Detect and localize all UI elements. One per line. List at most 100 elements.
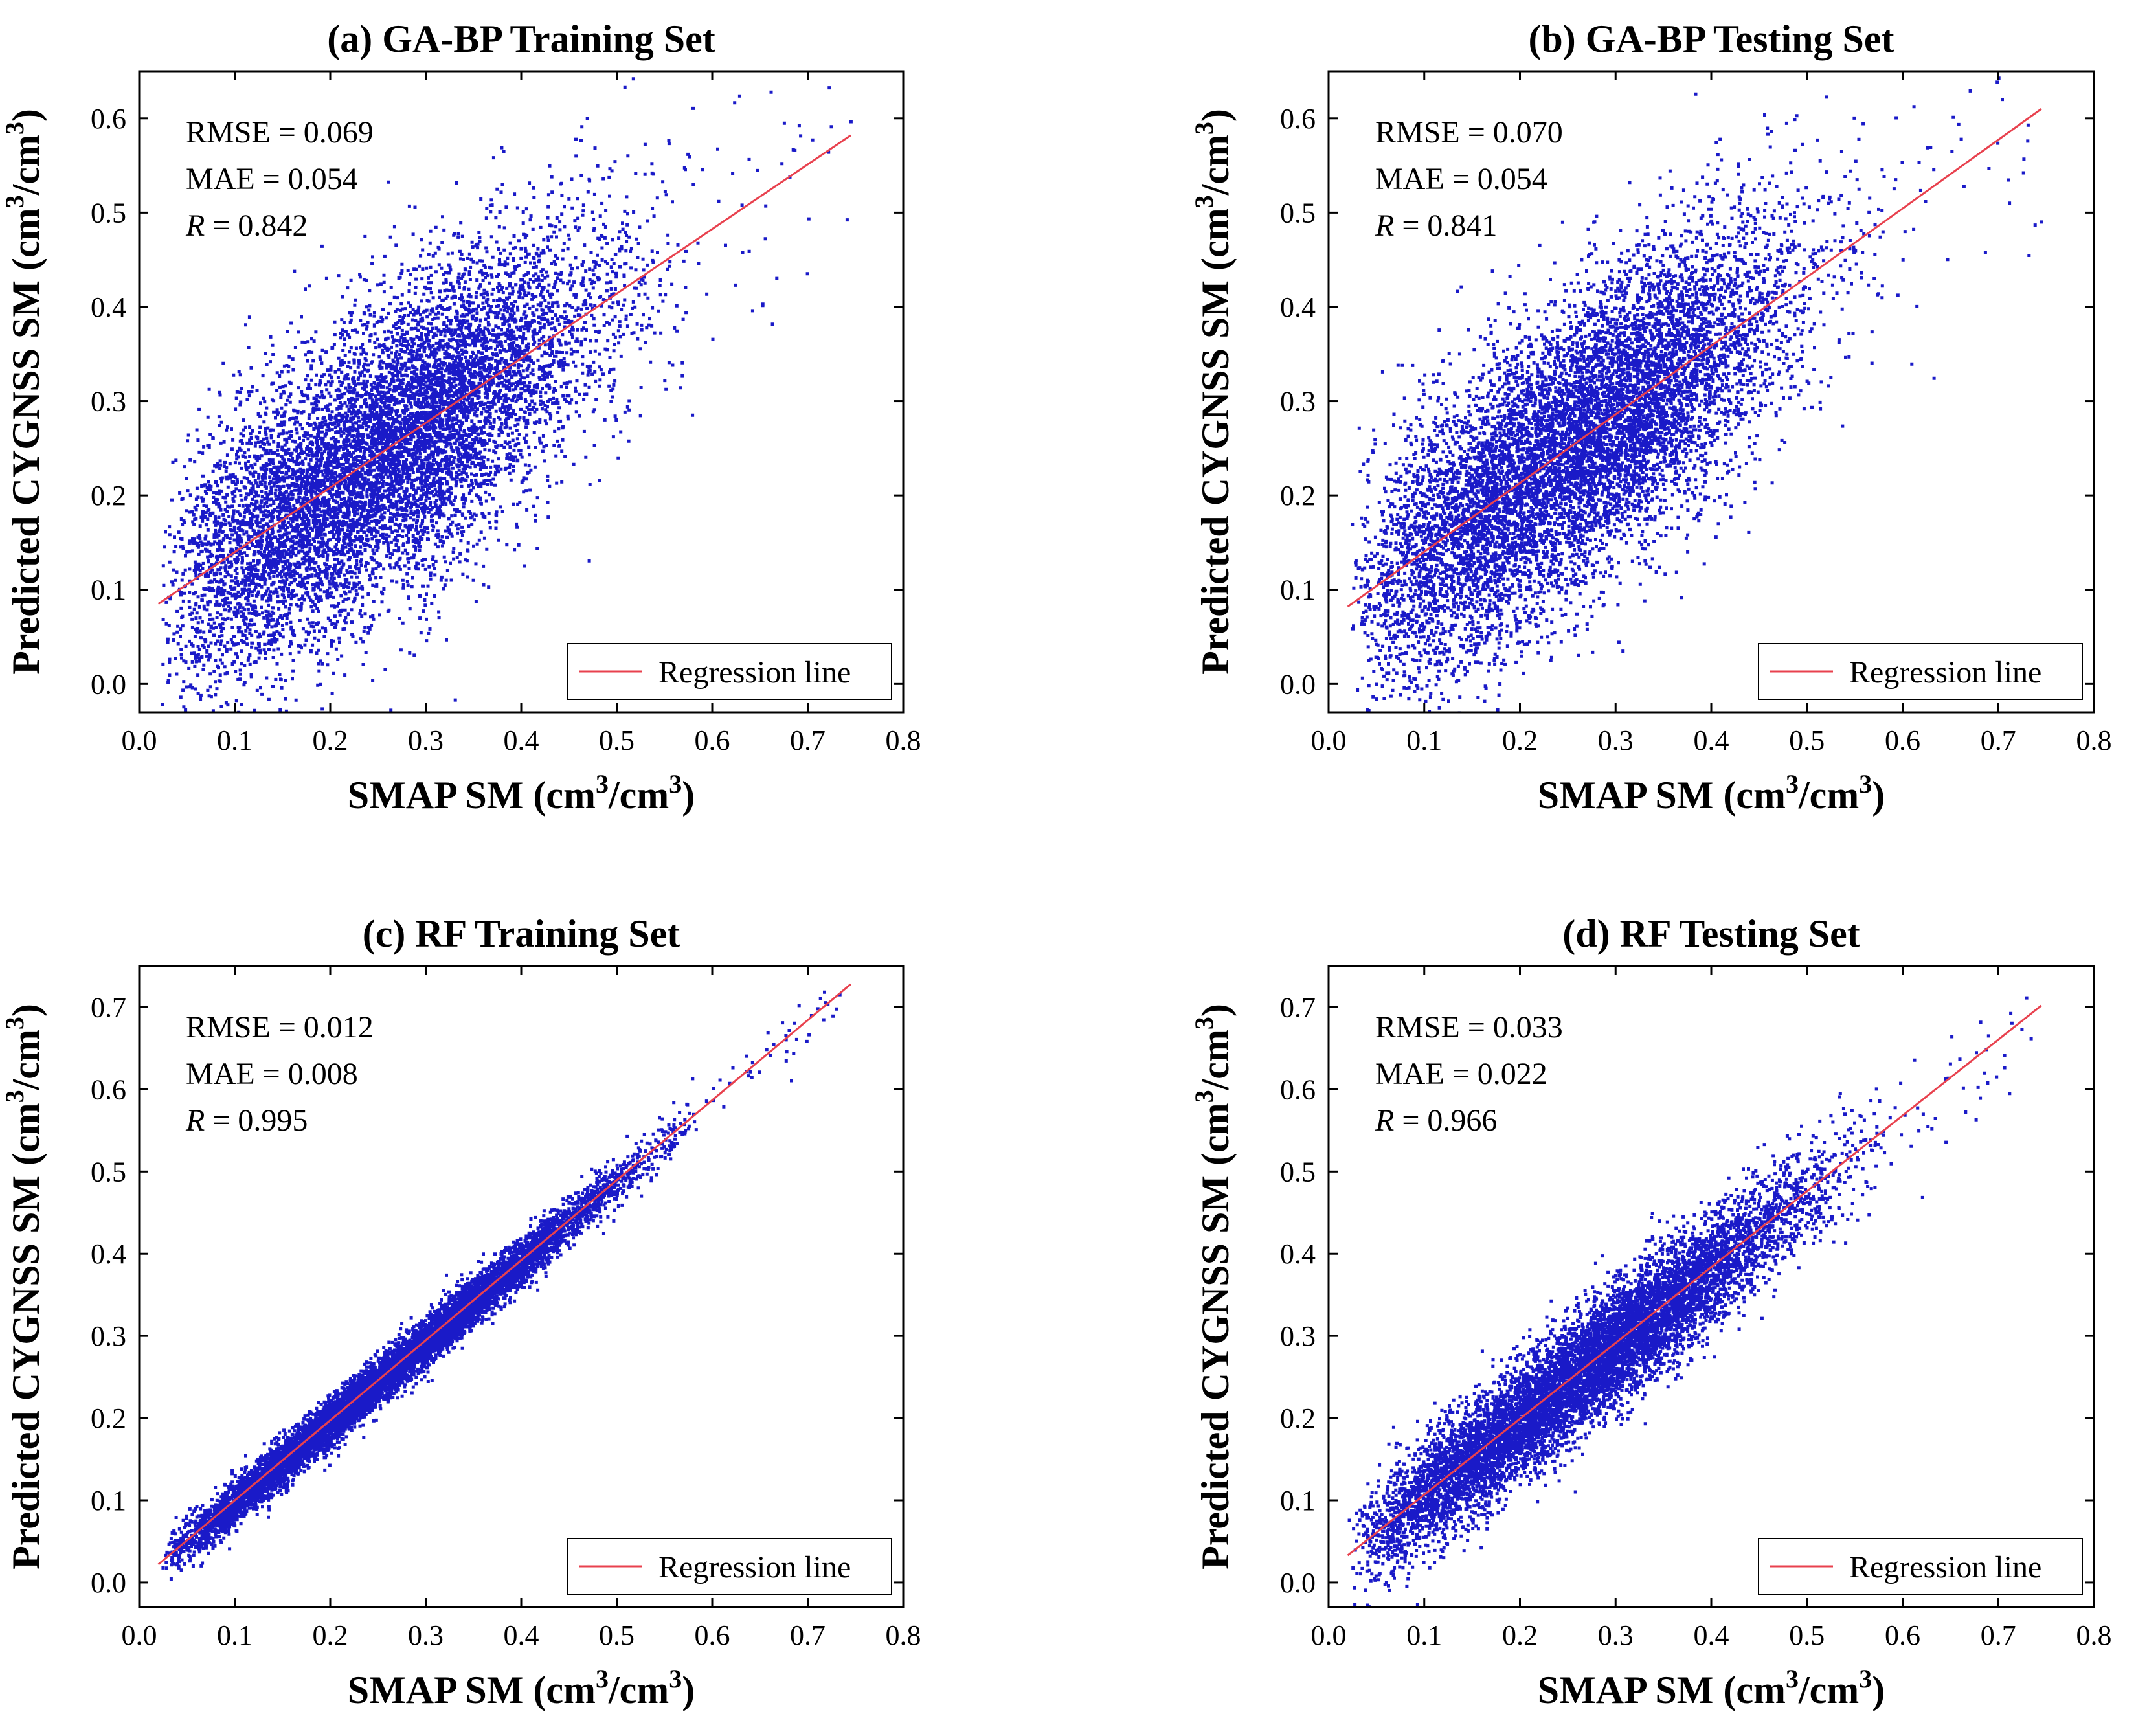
y-tick-label: 0.1 xyxy=(91,574,126,606)
y-tick-label: 0.6 xyxy=(91,103,126,135)
y-tick-label: 0.4 xyxy=(91,1238,126,1270)
x-tick-label: 0.3 xyxy=(408,1619,444,1651)
regression-line xyxy=(157,983,851,1566)
regression-line xyxy=(1347,1004,2042,1557)
y-axis-label: Predicted CYGNSS SM (cm3/cm3) xyxy=(0,1004,47,1570)
panel-c: 0.0 0.1 0.2 0.3 0.4 0.5 0.6 0.7 0.8 0.0 0.1 0.2 0.3 0… xyxy=(0,912,921,1711)
x-tick-label: 0.4 xyxy=(504,1619,539,1651)
x-tick-label: 0.2 xyxy=(313,1619,348,1651)
stat-mae: MAE = 0.054 xyxy=(186,162,358,196)
y-tick-label: 0.0 xyxy=(91,668,126,700)
panel-title: (d) RF Testing Set xyxy=(1562,912,1860,955)
x-tick-label: 0.7 xyxy=(790,1619,826,1651)
legend-label: Regression line xyxy=(658,655,851,690)
x-tick-label: 0.5 xyxy=(599,725,635,756)
x-tick-label: 0.8 xyxy=(2076,725,2112,756)
y-tick-label: 0.6 xyxy=(1280,103,1316,135)
y-axis-label: Predicted CYGNSS SM (cm3/cm3) xyxy=(0,109,47,675)
x-tick-label: 0.2 xyxy=(1502,1619,1538,1651)
regression-line xyxy=(157,134,851,605)
x-tick-label: 0.0 xyxy=(122,1619,157,1651)
x-tick-label: 0.4 xyxy=(1694,725,1729,756)
y-tick-label: 0.2 xyxy=(91,480,126,512)
x-tick-label: 0.8 xyxy=(886,1619,921,1651)
x-tick-label: 0.7 xyxy=(1981,725,2016,756)
regression-line xyxy=(1347,108,2042,608)
panel-d: 0.0 0.1 0.2 0.3 0.4 0.5 0.6 0.7 0.8 0.0 0.1 0.2 0.3 0… xyxy=(1189,912,2112,1711)
x-tick-label: 0.8 xyxy=(886,725,921,756)
y-axis-label: Predicted CYGNSS SM (cm3/cm3) xyxy=(1189,109,1237,675)
y-tick-label: 0.6 xyxy=(91,1074,126,1105)
x-tick-label: 0.7 xyxy=(1981,1619,2016,1651)
stat-r: R = 0.995 xyxy=(185,1103,308,1138)
x-tick-label: 0.3 xyxy=(408,725,444,756)
y-tick-label: 0.5 xyxy=(91,197,126,229)
y-tick-label: 0.2 xyxy=(1280,480,1316,512)
stat-mae: MAE = 0.022 xyxy=(1375,1057,1547,1091)
x-tick-label: 0.1 xyxy=(217,725,253,756)
panel-a: 0.0 0.1 0.2 0.3 0.4 0.5 0.6 0.7 0.8 0.0 0.1 0.2 0.3 0… xyxy=(0,17,921,817)
stat-r: R = 0.966 xyxy=(1375,1103,1497,1138)
panel-title: (b) GA-BP Testing Set xyxy=(1528,17,1894,60)
x-tick-label: 0.4 xyxy=(504,725,539,756)
y-tick-label: 0.4 xyxy=(1280,291,1316,323)
x-tick-label: 0.8 xyxy=(2076,1619,2112,1651)
x-tick-label: 0.6 xyxy=(695,725,730,756)
x-axis-label: SMAP SM (cm3/cm3) xyxy=(1538,1664,1885,1711)
x-tick-label: 0.0 xyxy=(122,725,157,756)
stat-rmse: RMSE = 0.012 xyxy=(186,1010,374,1044)
y-tick-label: 0.2 xyxy=(1280,1403,1316,1434)
stat-rmse: RMSE = 0.069 xyxy=(186,115,374,150)
x-tick-label: 0.6 xyxy=(695,1619,730,1651)
legend-label: Regression line xyxy=(1849,1550,2041,1584)
x-tick-label: 0.5 xyxy=(1789,725,1825,756)
y-tick-label: 0.1 xyxy=(91,1485,126,1516)
x-tick-label: 0.6 xyxy=(1885,1619,1920,1651)
stat-mae: MAE = 0.054 xyxy=(1375,162,1547,196)
x-tick-label: 0.1 xyxy=(1406,1619,1442,1651)
x-tick-label: 0.0 xyxy=(1311,725,1347,756)
y-tick-label: 0.3 xyxy=(91,386,126,418)
x-tick-label: 0.3 xyxy=(1598,725,1634,756)
y-tick-label: 0.0 xyxy=(1280,1567,1316,1599)
panel-b: 0.0 0.1 0.2 0.3 0.4 0.5 0.6 0.7 0.8 0.0 0.1 0.2 0.3 0… xyxy=(1189,17,2112,817)
x-tick-label: 0.7 xyxy=(790,725,826,756)
stat-r: R = 0.842 xyxy=(185,209,308,243)
y-tick-label: 0.2 xyxy=(91,1403,126,1434)
stat-rmse: RMSE = 0.033 xyxy=(1375,1010,1563,1044)
panel-title: (c) RF Training Set xyxy=(363,912,680,955)
x-tick-label: 0.1 xyxy=(1406,725,1442,756)
scatter-points xyxy=(161,77,853,712)
scatter-points xyxy=(161,990,842,1581)
legend-label: Regression line xyxy=(658,1550,851,1584)
x-axis-label: SMAP SM (cm3/cm3) xyxy=(348,1664,695,1711)
y-tick-label: 0.5 xyxy=(91,1156,126,1188)
y-tick-label: 0.7 xyxy=(91,991,126,1023)
scatter-points xyxy=(1351,76,2043,712)
x-tick-label: 0.1 xyxy=(217,1619,253,1651)
stat-mae: MAE = 0.008 xyxy=(186,1057,358,1091)
panel-title: (a) GA-BP Training Set xyxy=(327,17,715,60)
stat-r: R = 0.841 xyxy=(1375,209,1497,243)
x-tick-label: 0.5 xyxy=(1789,1619,1825,1651)
x-axis-label: SMAP SM (cm3/cm3) xyxy=(1538,769,1885,817)
x-tick-label: 0.4 xyxy=(1694,1619,1729,1651)
x-tick-label: 0.6 xyxy=(1885,725,1920,756)
y-tick-label: 0.1 xyxy=(1280,1485,1316,1516)
y-tick-label: 0.6 xyxy=(1280,1074,1316,1105)
scatter-points xyxy=(1347,996,2033,1607)
y-tick-label: 0.4 xyxy=(91,291,126,323)
y-tick-label: 0.4 xyxy=(1280,1238,1316,1270)
y-tick-label: 0.5 xyxy=(1280,1156,1316,1188)
y-tick-label: 0.0 xyxy=(91,1567,126,1599)
x-tick-label: 0.3 xyxy=(1598,1619,1634,1651)
x-tick-label: 0.2 xyxy=(313,725,348,756)
y-tick-label: 0.3 xyxy=(1280,386,1316,418)
x-tick-label: 0.2 xyxy=(1502,725,1538,756)
y-tick-label: 0.3 xyxy=(91,1320,126,1352)
x-tick-label: 0.0 xyxy=(1311,1619,1347,1651)
legend-label: Regression line xyxy=(1849,655,2041,690)
x-axis-label: SMAP SM (cm3/cm3) xyxy=(348,769,695,817)
y-tick-label: 0.5 xyxy=(1280,197,1316,229)
